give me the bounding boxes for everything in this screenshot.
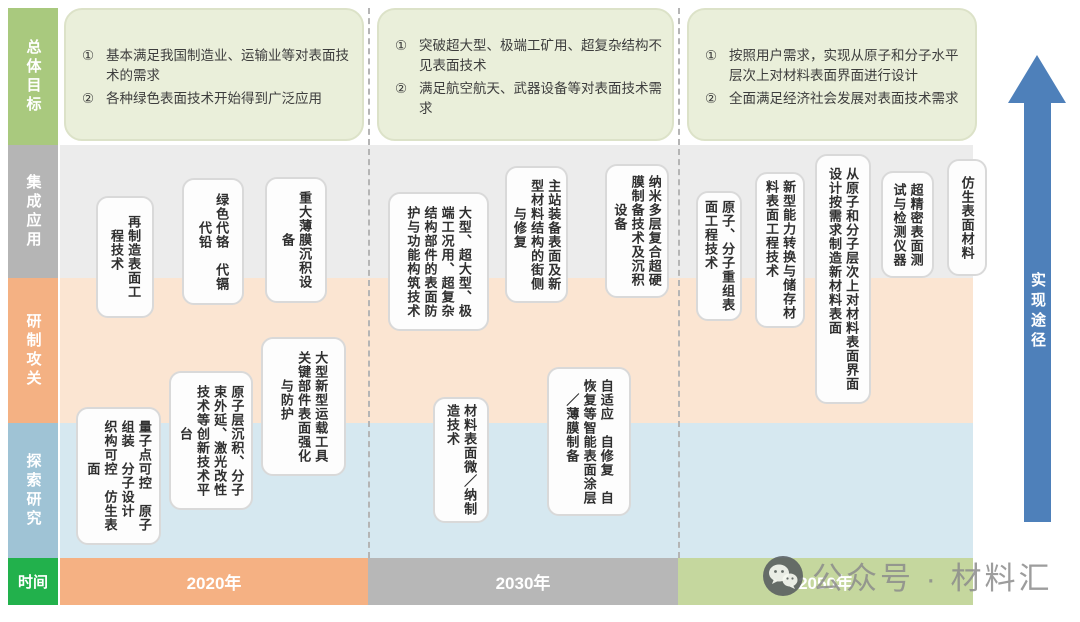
- timeline-year: 2030年: [495, 574, 551, 593]
- column-separator-1: [368, 8, 370, 558]
- sidebar-label-time: 时间: [17, 574, 48, 591]
- tech-box-text: 量子点可控 原子 组装 分子设计 织构可控 仿生表 面: [85, 420, 152, 532]
- timeline-segment-2030: 2030年: [368, 558, 678, 605]
- implementation-path-label: 实现途径: [1029, 271, 1046, 352]
- tech-box-text: 绿色代铬 代镉 代铅: [197, 192, 230, 291]
- sidebar-row-time: 时间: [8, 558, 58, 605]
- wechat-icon: [763, 555, 803, 596]
- tech-box-text: 原子、分子重组表 面工程技术: [703, 200, 736, 312]
- tech-box-smart-coating: 自适应 自修复 自 恢复等智能表面涂层 ／薄膜制备: [547, 367, 631, 516]
- sidebar-row-development: 研制攻关: [8, 278, 58, 423]
- sidebar-label-integration: 集成应用: [24, 173, 42, 250]
- tech-box-text: 超精密表面测 试与检测仪器: [891, 182, 924, 267]
- timeline-segment-2020: 2020年: [60, 558, 368, 605]
- tech-box-green-plating: 绿色代铬 代镉 代铅: [182, 178, 244, 305]
- sidebar-row-integration: 集成应用: [8, 145, 58, 278]
- goal-number: ②: [82, 90, 95, 106]
- timeline-segment-2050: 2050年: [678, 558, 973, 605]
- tech-box-atomic-design: 从原子和分子层次上对材料表面界面 设计按需求制造新材料表面: [815, 154, 871, 404]
- tech-box-text: 再制造表面工 程技术: [109, 215, 142, 299]
- goal-text: 基本满足我国制造业、运输业等对表面技术的需求: [106, 48, 349, 84]
- goal-item: ② 各种绿色表面技术开始得到广泛应用: [82, 89, 352, 109]
- goal-number: ①: [82, 48, 95, 64]
- sidebar-label-development: 研制攻关: [24, 312, 42, 389]
- tech-box-text: 新型能力转换与储存材 料表面工程技术: [764, 180, 797, 320]
- column-separator-2: [678, 8, 680, 558]
- goal-box-2030: ① 突破超大型、极端工矿用、超复杂结构不见表面技术 ② 满足航空航天、武器设备等…: [377, 8, 674, 141]
- up-arrow-shaft: 实现途径: [1024, 101, 1051, 522]
- tech-box-large-component-protection: 大型、超大型、极 端工况用、超复杂 结构部件的表面防 护与功能构筑技术: [388, 192, 489, 331]
- tech-box-remanufacturing: 再制造表面工 程技术: [96, 196, 154, 318]
- goal-text: 各种绿色表面技术开始得到广泛应用: [106, 90, 322, 106]
- sidebar-label-overall-goal: 总体目标: [24, 38, 42, 115]
- sidebar-row-exploration: 探索研究: [8, 423, 58, 558]
- tech-box-text: 纳米多层复合超硬 膜制备技术及沉积 设备: [612, 175, 662, 287]
- tech-box-text: 主站装备表面及新 型材料结构的街侧 与修复: [511, 178, 562, 291]
- tech-box-text: 重大薄膜沉积设 备: [280, 191, 313, 289]
- goal-number: ①: [395, 38, 408, 53]
- goal-item: ② 全面满足经济社会发展对表面技术需求: [705, 89, 965, 109]
- timeline-year: 2050年: [798, 574, 853, 593]
- goal-text: 按照用户需求，实现从原子和分子水平层次上对材料表面界面进行设计: [729, 48, 959, 84]
- tech-box-film-deposition-equipment: 重大薄膜沉积设 备: [265, 177, 327, 303]
- goal-item: ① 按照用户需求，实现从原子和分子水平层次上对材料表面界面进行设计: [705, 46, 965, 87]
- tech-box-text: 从原子和分子层次上对材料表面界面 设计按需求制造新材料表面: [827, 167, 860, 391]
- goal-item: ① 基本满足我国制造业、运输业等对表面技术的需求: [82, 46, 352, 87]
- tech-box-molecular-recombination: 原子、分子重组表 面工程技术: [696, 191, 742, 321]
- tech-box-vehicle-strengthening: 大型新型运载工具 关键部件表面强化 与防护: [261, 337, 346, 476]
- goal-text: 突破超大型、极端工矿用、超复杂结构不见表面技术: [419, 38, 662, 74]
- goal-text: 全面满足经济社会发展对表面技术需求: [729, 90, 959, 106]
- tech-box-text: 自适应 自修复 自 恢复等智能表面涂层 ／薄膜制备: [564, 378, 614, 505]
- tech-box-quantum-dot: 量子点可控 原子 组装 分子设计 织构可控 仿生表 面: [76, 407, 161, 545]
- goal-number: ①: [705, 48, 718, 64]
- tech-box-innovation-platform: 原子层沉积、分子 束外延、激光改性 技术等创新技术平 台: [169, 371, 253, 510]
- tech-box-text: 大型、超大型、极 端工况用、超复杂 结构部件的表面防 护与功能构筑技术: [405, 205, 472, 318]
- tech-box-text: 材料表面微／纳制 造技术: [445, 404, 478, 516]
- watermark: 公众号 · 材料汇: [762, 553, 1053, 598]
- sidebar-row-overall-goal: 总体目标: [8, 8, 58, 145]
- goal-number: ②: [395, 80, 408, 96]
- tech-box-text: 原子层沉积、分子 束外延、激光改性 技术等创新技术平 台: [177, 384, 245, 497]
- goal-item: ② 满足航空航天、武器设备等对表面技术需求: [395, 79, 662, 120]
- goal-text: 满足航空航天、武器设备等对表面技术需求: [419, 80, 662, 116]
- tech-box-biomimetic-surface: 仿生表面材料: [947, 159, 987, 276]
- sidebar-label-exploration: 探索研究: [24, 452, 42, 529]
- tech-box-energy-storage-surface: 新型能力转换与储存材 料表面工程技术: [755, 172, 805, 328]
- tech-box-text: 大型新型运载工具 关键部件表面强化 与防护: [278, 350, 329, 463]
- tech-box-micro-nano-manufacturing: 材料表面微／纳制 造技术: [433, 397, 489, 523]
- goal-item: ① 突破超大型、极端工矿用、超复杂结构不见表面技术: [395, 36, 662, 77]
- tech-box-precision-instruments: 超精密表面测 试与检测仪器: [881, 171, 934, 278]
- goal-box-2050: ① 按照用户需求，实现从原子和分子水平层次上对材料表面界面进行设计 ② 全面满足…: [687, 8, 977, 141]
- watermark-text: 公众号 · 材料汇: [812, 561, 1053, 596]
- tech-box-text: 仿生表面材料: [959, 175, 975, 260]
- up-arrow-head: [1008, 55, 1066, 103]
- goal-box-2020: ① 基本满足我国制造业、运输业等对表面技术的需求 ② 各种绿色表面技术开始得到广…: [64, 8, 364, 141]
- tech-box-nano-multilayer-film: 纳米多层复合超硬 膜制备技术及沉积 设备: [605, 164, 669, 298]
- timeline-year: 2020年: [186, 574, 242, 593]
- tech-box-equipment-repair: 主站装备表面及新 型材料结构的街侧 与修复: [505, 166, 568, 303]
- goal-number: ②: [705, 90, 718, 106]
